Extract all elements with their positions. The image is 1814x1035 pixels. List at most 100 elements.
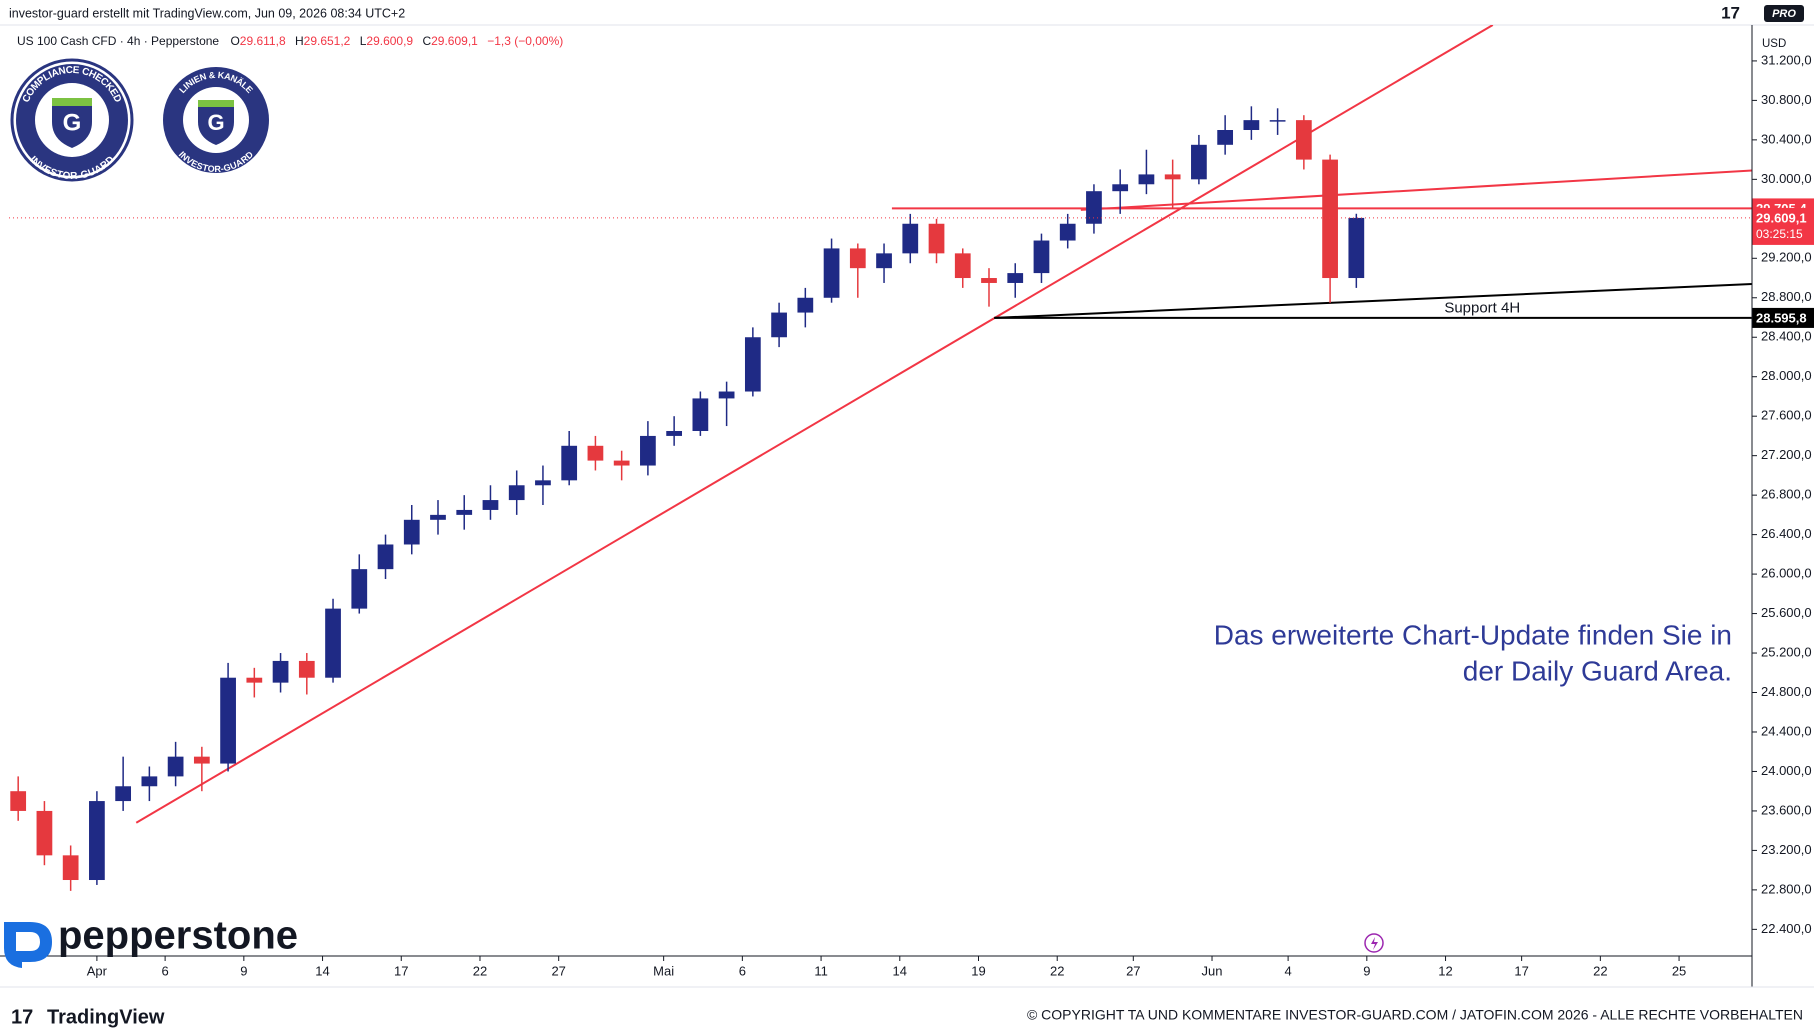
trendline	[994, 282, 1752, 319]
candle-body	[141, 776, 158, 787]
candle-body	[1191, 144, 1207, 180]
x-tick-label: 25	[1672, 963, 1686, 978]
candle-body	[1322, 159, 1338, 279]
brand-name: TradingView	[47, 1006, 165, 1028]
y-tick-label: 25.600,0	[1761, 605, 1812, 620]
candle-body	[246, 677, 263, 683]
event-circle	[1364, 933, 1384, 953]
candle-body	[1348, 217, 1365, 279]
candle-body	[10, 791, 27, 811]
candle-body	[928, 223, 945, 254]
candle-body	[849, 248, 866, 269]
ohlc-key: O	[230, 34, 239, 48]
ohlc-value: 29.609,1	[431, 34, 478, 48]
candle-body	[115, 786, 132, 802]
x-tick-label: 17	[394, 963, 408, 978]
candle-body	[902, 223, 919, 254]
broker-mark-inner	[16, 932, 40, 951]
x-tick-label: 22	[473, 963, 487, 978]
copyright: © COPYRIGHT TA UND KOMMENTARE INVESTOR-G…	[1027, 1007, 1803, 1023]
candle-body	[587, 445, 604, 461]
x-tick-label: 22	[1050, 963, 1064, 978]
candle-body	[613, 460, 630, 466]
shield	[198, 100, 234, 145]
candle-body	[1086, 191, 1102, 224]
shield	[52, 98, 92, 148]
trendline	[135, 25, 1494, 824]
x-tick-label: 27	[1126, 963, 1140, 978]
brand-mark: 17	[11, 1006, 33, 1028]
candle-body	[508, 485, 525, 501]
ohlc-key: H	[295, 34, 304, 48]
y-tick-label: 26.000,0	[1761, 566, 1812, 581]
tv-logo-mark: 17	[1721, 3, 1740, 22]
ohlc-value: 29.611,8	[240, 34, 286, 48]
candle-body	[666, 430, 683, 436]
change: −1,3 (−0,00%)	[487, 34, 563, 48]
x-tick-label: 22	[1593, 963, 1607, 978]
last-price-label: 29.609,1	[1756, 210, 1807, 225]
y-tick-label: 24.000,0	[1761, 763, 1812, 778]
ohlc-value: 29.600,9	[366, 34, 413, 48]
candle-body	[482, 500, 499, 510]
y-tick-label: 24.800,0	[1761, 684, 1812, 699]
y-tick-label: 30.400,0	[1761, 131, 1812, 146]
x-tick-label: 4	[1284, 963, 1291, 978]
candle-body	[1217, 130, 1234, 145]
countdown: 03:25:15	[1756, 227, 1803, 241]
x-tick-label: Mai	[653, 963, 674, 978]
pro-text: PRO	[1772, 8, 1796, 20]
y-tick-label: 28.800,0	[1761, 289, 1812, 304]
candle-body	[797, 297, 814, 313]
plot: Support 4H	[9, 25, 1752, 891]
candle-body	[692, 398, 709, 431]
y-tick-label: 27.600,0	[1761, 408, 1812, 423]
x-tick-label: 19	[971, 963, 985, 978]
y-tick-label: 22.800,0	[1761, 881, 1812, 896]
y-tick-label: 28.400,0	[1761, 329, 1812, 344]
shield-top	[52, 98, 92, 106]
candle-body	[1033, 240, 1050, 274]
candle-body	[167, 756, 184, 777]
ohlc-key: C	[422, 34, 431, 48]
y-tick-label: 31.200,0	[1761, 52, 1812, 67]
y-tick-label: 28.000,0	[1761, 368, 1812, 383]
x-tick-label: 12	[1438, 963, 1452, 978]
badge-letter: G	[63, 109, 82, 136]
candle-body	[640, 435, 656, 466]
y-tick-label: 29.200,0	[1761, 250, 1812, 265]
candle-body	[954, 253, 971, 279]
x-tick-label: 14	[315, 963, 329, 978]
price-axis: 22.400,0 22.800,0 23.200,0 23.600,0 24.000,0…	[1752, 52, 1814, 936]
y-tick-label: 27.200,0	[1761, 447, 1812, 462]
symbol: US 100 Cash CFD · 4h · Pepperstone	[17, 34, 219, 48]
candle-body	[1059, 223, 1076, 241]
candle-body	[823, 248, 840, 298]
candle-body	[744, 337, 761, 392]
candle-body	[1112, 184, 1129, 192]
annotation: der Daily Guard Area.	[1463, 655, 1732, 686]
candle-body	[403, 519, 420, 545]
y-tick-label: 24.400,0	[1761, 723, 1812, 738]
candle-body	[298, 660, 315, 678]
y-tick-label: 26.800,0	[1761, 487, 1812, 502]
y-tick-label: 30.800,0	[1761, 92, 1812, 107]
badge-letter: G	[207, 110, 224, 135]
pro-box	[1764, 5, 1804, 22]
event-bolt	[1371, 937, 1378, 950]
candle-body	[718, 391, 735, 399]
x-tick-label: 6	[739, 963, 746, 978]
trendline	[1080, 169, 1752, 211]
candle-body	[981, 278, 997, 283]
x-tick-label: Apr	[87, 963, 108, 978]
x-tick-label: 14	[893, 963, 907, 978]
line-label: Support 4H	[1444, 300, 1520, 317]
ohlc-key: L	[360, 34, 367, 48]
y-tick-label: 30.000,0	[1761, 171, 1812, 186]
candle-body	[876, 253, 892, 269]
candle-body	[771, 312, 787, 338]
y-tick-label: 25.200,0	[1761, 644, 1812, 659]
y-tick-label: 22.400,0	[1761, 921, 1812, 936]
